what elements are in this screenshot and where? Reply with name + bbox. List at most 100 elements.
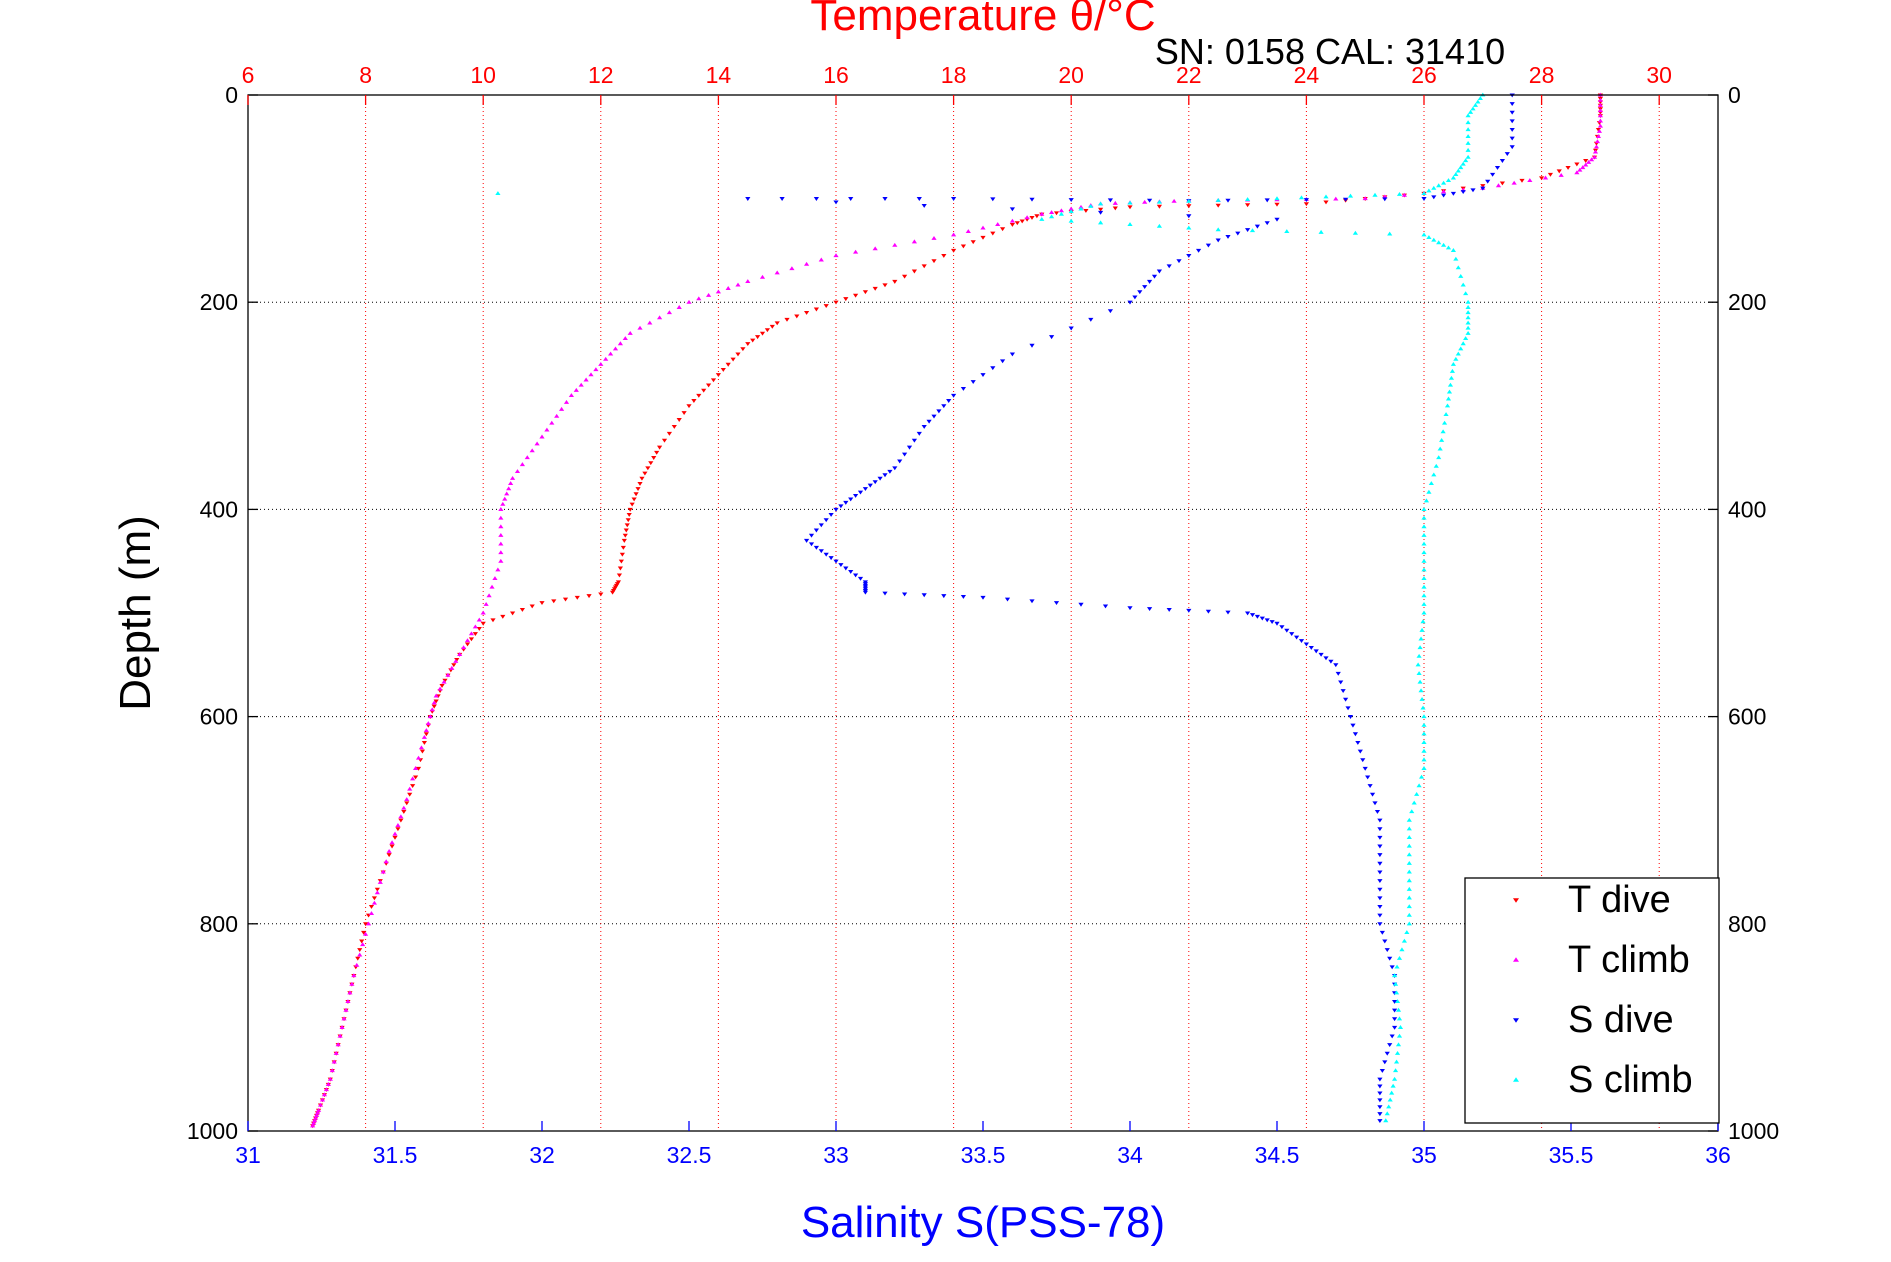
data-point — [1420, 619, 1426, 624]
data-point — [902, 592, 908, 597]
data-point — [1142, 199, 1148, 204]
data-point — [451, 663, 457, 668]
data-point — [1421, 576, 1427, 581]
data-point — [586, 594, 592, 599]
data-point — [789, 266, 795, 271]
data-point — [1431, 195, 1437, 200]
data-point — [498, 532, 504, 537]
data-point — [1455, 265, 1461, 270]
data-point — [1274, 217, 1280, 222]
data-point — [510, 475, 516, 480]
data-point — [804, 311, 810, 315]
data-point — [1458, 165, 1464, 170]
data-point — [563, 400, 570, 404]
data-point — [1377, 904, 1383, 909]
data-point — [1392, 1068, 1399, 1073]
data-point — [1426, 188, 1432, 193]
data-point — [833, 559, 839, 564]
data-point — [313, 1115, 319, 1120]
data-point — [371, 900, 378, 905]
data-point — [1323, 656, 1329, 661]
data-point — [1186, 254, 1192, 258]
data-point — [1019, 219, 1025, 224]
data-point — [1441, 189, 1447, 194]
data-point — [1460, 161, 1466, 166]
data-point — [1453, 356, 1459, 361]
data-point — [1592, 149, 1599, 154]
data-point — [1088, 204, 1094, 208]
data-point — [593, 367, 599, 372]
data-point — [1394, 999, 1401, 1004]
data-point — [1577, 167, 1583, 172]
data-point — [1186, 204, 1192, 209]
data-point — [457, 652, 463, 656]
data-point — [1379, 1069, 1385, 1073]
data-point — [1460, 190, 1466, 195]
data-point — [1215, 238, 1221, 243]
data-point — [1447, 382, 1454, 387]
data-point — [423, 732, 429, 737]
data-point — [1377, 887, 1383, 892]
data-point — [1374, 810, 1381, 814]
data-point — [921, 264, 927, 269]
data-point — [931, 414, 937, 419]
data-point — [449, 665, 455, 670]
data-point — [347, 990, 353, 995]
data-point — [500, 614, 506, 619]
data-point — [1463, 158, 1469, 163]
data-point — [559, 406, 565, 411]
data-point — [1029, 599, 1035, 604]
data-point — [1460, 282, 1466, 287]
data-point — [1259, 616, 1265, 621]
data-point — [1583, 162, 1589, 167]
data-point — [1098, 201, 1104, 206]
data-point — [1303, 202, 1309, 207]
data-point — [1431, 472, 1437, 477]
data-point — [1053, 601, 1060, 605]
data-point — [647, 320, 653, 325]
data-point — [843, 500, 849, 505]
data-point — [1421, 610, 1427, 615]
data-point — [1112, 206, 1118, 211]
data-point — [1597, 108, 1603, 113]
data-point — [1449, 368, 1456, 373]
data-point — [1455, 351, 1461, 356]
data-point — [1421, 731, 1427, 736]
data-point — [480, 621, 486, 626]
data-point — [314, 1110, 321, 1115]
data-point — [1014, 221, 1020, 226]
data-point — [1392, 981, 1399, 986]
data-point — [368, 904, 375, 909]
data-point — [1597, 103, 1603, 107]
data-point — [1335, 671, 1341, 676]
data-point — [995, 222, 1001, 227]
data-point — [1458, 346, 1464, 351]
data-point — [872, 480, 878, 485]
data-point — [769, 324, 775, 329]
data-point — [1436, 183, 1442, 188]
data-point — [804, 261, 810, 266]
data-point — [1436, 240, 1442, 245]
data-point — [1509, 136, 1515, 141]
x-bottom-tick-label: 32 — [529, 1142, 555, 1168]
data-point — [1049, 214, 1055, 219]
data-point — [415, 766, 422, 771]
data-point — [1396, 1016, 1403, 1021]
data-point — [551, 599, 557, 604]
data-point — [454, 658, 460, 662]
data-point — [1455, 168, 1461, 173]
data-point — [1362, 196, 1368, 201]
data-point — [363, 931, 369, 936]
data-point — [1421, 558, 1427, 563]
data-point — [1269, 620, 1275, 624]
data-point — [853, 293, 859, 298]
data-point — [1396, 1033, 1403, 1038]
data-point — [1446, 389, 1453, 394]
data-point — [1377, 922, 1383, 927]
data-point — [921, 593, 927, 598]
data-point — [833, 300, 839, 305]
data-point — [857, 576, 864, 581]
data-point — [1421, 722, 1427, 727]
data-point — [608, 351, 614, 356]
